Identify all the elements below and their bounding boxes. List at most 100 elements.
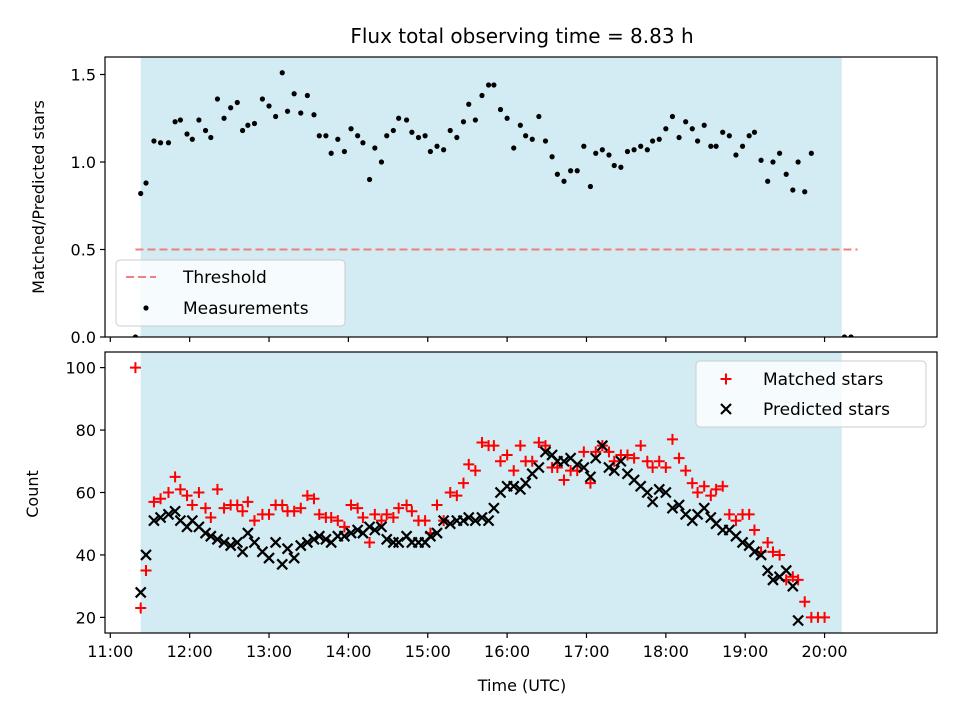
matched-star-point xyxy=(375,515,387,527)
measurement-point xyxy=(138,190,144,197)
predicted-star-point xyxy=(248,536,261,549)
matched-star-point xyxy=(357,511,369,523)
measurement-point xyxy=(549,154,555,160)
predicted-star-point xyxy=(469,514,482,527)
matched-star-point xyxy=(488,440,500,452)
measurement-point xyxy=(151,138,157,144)
bottom-y-tick-label: 80 xyxy=(76,421,96,440)
predicted-star-point xyxy=(224,539,237,552)
matched-star-point xyxy=(205,511,217,523)
matched-star-point xyxy=(263,508,275,520)
matched-star-point xyxy=(193,487,205,498)
measurement-point xyxy=(554,171,560,177)
measurement-point xyxy=(568,168,574,174)
measurement-point xyxy=(587,183,594,190)
measurement-point xyxy=(189,136,195,142)
measurement-point xyxy=(720,129,726,135)
measurement-point xyxy=(341,148,348,155)
matched-star-point xyxy=(514,440,526,452)
predicted-star-point xyxy=(148,514,160,527)
measurement-point xyxy=(611,162,617,169)
predicted-star-point xyxy=(539,446,552,458)
predicted-star-point xyxy=(462,511,475,524)
x-tick-label: 15:00 xyxy=(405,642,451,661)
measurement-point xyxy=(143,180,149,186)
measurement-point xyxy=(561,178,567,184)
matched-star-point xyxy=(533,437,545,449)
top-y-axis-label: Matched/Predicted stars xyxy=(29,100,48,294)
measurement-point xyxy=(783,171,789,177)
measurement-point xyxy=(454,134,460,141)
matched-star-point xyxy=(501,449,513,461)
bottom-panel: 11:00 12:00 13:00 14:00 15:00 16:00 17:00 18:00… xyxy=(65,351,938,661)
measurement-point xyxy=(694,138,701,144)
x-tick-label: 11:00 xyxy=(87,642,133,661)
predicted-star-point xyxy=(392,536,405,549)
matched-star-point xyxy=(451,490,463,502)
matched-star-point xyxy=(211,483,223,495)
matched-star-point xyxy=(717,480,729,492)
predicted-star-point xyxy=(424,530,437,542)
x-tick-label: 17:00 xyxy=(563,642,609,661)
measurement-point xyxy=(765,178,771,184)
matched-star-point xyxy=(660,462,672,474)
legend-measurements-label: Measurements xyxy=(183,299,309,319)
measurement-point xyxy=(221,115,227,121)
predicted-star-point xyxy=(533,461,545,474)
matched-star-point xyxy=(673,452,685,464)
measurement-point xyxy=(795,159,801,165)
predicted-star-point xyxy=(444,517,457,530)
top-axes-frame xyxy=(104,56,938,338)
matched-star-point xyxy=(276,499,288,511)
measurement-point xyxy=(409,129,415,135)
predicted-star-point xyxy=(558,455,570,468)
measurement-point xyxy=(746,133,752,139)
predicted-star-point xyxy=(218,536,230,549)
measurement-point xyxy=(472,117,478,123)
matched-star-point xyxy=(325,511,337,523)
measurement-point xyxy=(739,143,746,149)
matched-star-point xyxy=(698,480,710,492)
measurement-point xyxy=(529,136,535,142)
matched-star-point xyxy=(819,611,831,623)
matched-star-point xyxy=(608,455,620,467)
measurement-point xyxy=(447,127,453,134)
measurement-point xyxy=(259,96,266,102)
predicted-star-point xyxy=(507,480,520,493)
matched-star-point xyxy=(313,508,325,520)
predicted-star-point xyxy=(351,524,364,536)
matched-star-point xyxy=(387,511,399,523)
predicted-star-point xyxy=(276,558,289,571)
predicted-star-point xyxy=(236,546,249,558)
measurement-point xyxy=(770,159,776,165)
legend-predicted-label: Predicted stars xyxy=(763,400,890,420)
x-tick-label: 18:00 xyxy=(643,642,689,661)
predicted-star-point xyxy=(603,461,615,474)
measurement-point xyxy=(841,334,848,337)
predicted-star-point xyxy=(748,546,761,558)
measurement-point xyxy=(422,133,428,139)
legend-measurements-swatch xyxy=(143,305,149,311)
measurement-point xyxy=(790,187,796,193)
matched-star-point xyxy=(558,474,570,486)
measurement-point xyxy=(618,164,624,170)
matched-star-point xyxy=(242,496,254,508)
measurement-point xyxy=(504,115,510,121)
matched-star-point xyxy=(476,437,488,449)
measurement-point xyxy=(323,133,329,139)
measurement-point xyxy=(184,131,190,137)
x-tick-label: 16:00 xyxy=(484,642,530,661)
bottom-y-axis-label: Count xyxy=(23,470,42,518)
matched-star-point xyxy=(457,477,469,489)
predicted-star-point xyxy=(792,614,804,627)
measurement-point xyxy=(273,113,279,120)
measurement-point xyxy=(808,150,814,156)
x-axis-label: Time (UTC) xyxy=(477,676,566,695)
x-tick-label: 13:00 xyxy=(246,642,292,661)
measurement-point xyxy=(776,150,783,156)
matched-star-point xyxy=(710,483,722,495)
measurement-point xyxy=(311,112,317,118)
legend-matched-swatch xyxy=(720,373,732,385)
legend-predicted-swatch xyxy=(720,403,732,415)
matched-star-point xyxy=(705,490,717,502)
